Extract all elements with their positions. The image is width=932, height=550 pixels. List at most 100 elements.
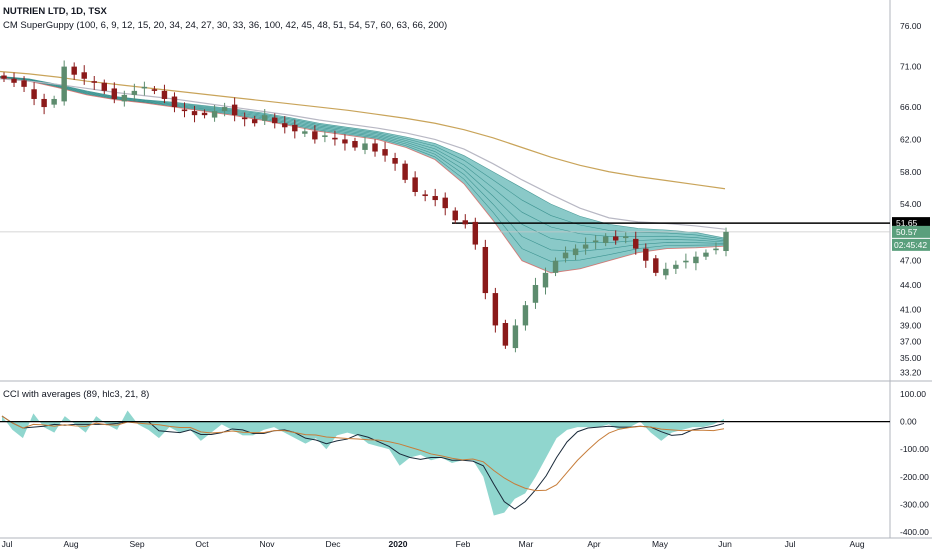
candle-body <box>201 112 208 116</box>
candle <box>71 62 77 80</box>
candle-body <box>422 194 428 197</box>
price-tick-label: 58.00 <box>900 167 922 177</box>
last-price-tag: 50.57 <box>896 227 918 237</box>
candle <box>693 251 699 271</box>
candle <box>602 233 609 247</box>
x-tick-label: May <box>652 539 669 549</box>
candle <box>11 72 17 87</box>
candle <box>231 97 238 122</box>
candle <box>221 102 228 117</box>
candle-body <box>653 258 659 273</box>
price-tick-label: 76.00 <box>900 21 922 31</box>
x-tick-label: Dec <box>325 539 341 549</box>
cci-tick-label: -300.00 <box>900 499 929 509</box>
candle <box>382 141 388 162</box>
candle-body <box>282 123 288 128</box>
candle <box>552 257 559 277</box>
candle <box>512 319 519 353</box>
guppy-ribbon <box>0 76 726 274</box>
candle-body <box>372 143 378 152</box>
candle <box>111 82 118 104</box>
candle <box>653 255 659 277</box>
candle <box>342 134 348 151</box>
price-tick-label: 47.00 <box>900 256 922 266</box>
price-tick-label: 37.00 <box>900 337 922 347</box>
candle <box>643 243 649 268</box>
candle <box>191 105 198 123</box>
cci-slow-average <box>1 415 725 492</box>
candle <box>362 137 368 155</box>
indicator-legend: CM SuperGuppy (100, 6, 9, 12, 15, 20, 34… <box>3 20 448 31</box>
cci-fast-average <box>1 415 725 510</box>
candle-body <box>592 240 599 243</box>
x-tick-label: Jun <box>718 539 732 549</box>
candle-body <box>683 260 689 263</box>
candle-body <box>21 80 27 87</box>
candle <box>502 319 509 349</box>
candle-body <box>131 90 138 95</box>
candle-body <box>663 268 669 276</box>
candle-body <box>81 72 87 79</box>
candle <box>442 192 448 216</box>
candle <box>482 239 489 300</box>
candle <box>723 227 729 257</box>
candle-body <box>492 293 499 326</box>
candle-body <box>101 82 107 91</box>
candle-body <box>41 98 47 108</box>
candle-body <box>262 115 268 121</box>
candle-body <box>362 143 368 150</box>
candle-body <box>191 111 198 116</box>
x-tick-label: Oct <box>195 539 209 549</box>
candle-body <box>302 131 308 134</box>
x-tick-label: Sep <box>129 539 144 549</box>
candle-body <box>392 158 398 164</box>
candle <box>352 137 358 151</box>
candle <box>312 125 318 144</box>
price-tick-label: 66.00 <box>900 102 922 112</box>
candle-body <box>272 117 278 124</box>
candle <box>171 92 178 113</box>
ribbon-line <box>0 76 726 240</box>
chart-title: NUTRIEN LTD, 1D, TSX <box>3 6 107 17</box>
ribbon-line <box>0 76 726 243</box>
candle <box>251 115 258 127</box>
x-tick-label: Feb <box>456 539 471 549</box>
candle-body <box>723 231 729 252</box>
candle <box>623 232 629 244</box>
x-tick-label: 2020 <box>389 539 408 549</box>
level-price-tag: 51.65 <box>896 218 918 228</box>
price-tick-label: 35.00 <box>900 353 922 363</box>
ribbon-line <box>0 77 726 274</box>
candle <box>402 160 408 184</box>
candle-body <box>522 305 529 326</box>
candle <box>61 60 67 106</box>
candle <box>392 152 398 171</box>
candle-body <box>151 89 158 91</box>
candle <box>572 244 579 261</box>
price-tick-label: 44.00 <box>900 280 922 290</box>
x-tick-label: Jul <box>785 539 796 549</box>
candle-body <box>703 252 709 257</box>
candle-body <box>71 66 77 75</box>
candle-body <box>442 197 448 209</box>
candle-body <box>141 86 148 89</box>
candle <box>372 139 378 157</box>
countdown-bg <box>892 238 930 251</box>
cci-tick-label: -200.00 <box>900 472 929 482</box>
candle <box>51 95 57 108</box>
ribbon-line <box>0 76 726 242</box>
lower-indicator-legend: CCI with averages (89, hlc3, 21, 8) <box>3 389 150 400</box>
price-tick-label: 54.00 <box>900 199 922 209</box>
candle <box>21 76 27 93</box>
candle <box>462 214 468 229</box>
candles <box>1 60 729 353</box>
candle <box>181 102 188 118</box>
candle <box>612 230 619 245</box>
candle <box>292 119 298 139</box>
candle <box>131 83 138 102</box>
x-tick-label: Aug <box>849 539 864 549</box>
candle-body <box>612 236 619 241</box>
candle-body <box>91 81 97 83</box>
candle-body <box>572 248 579 256</box>
